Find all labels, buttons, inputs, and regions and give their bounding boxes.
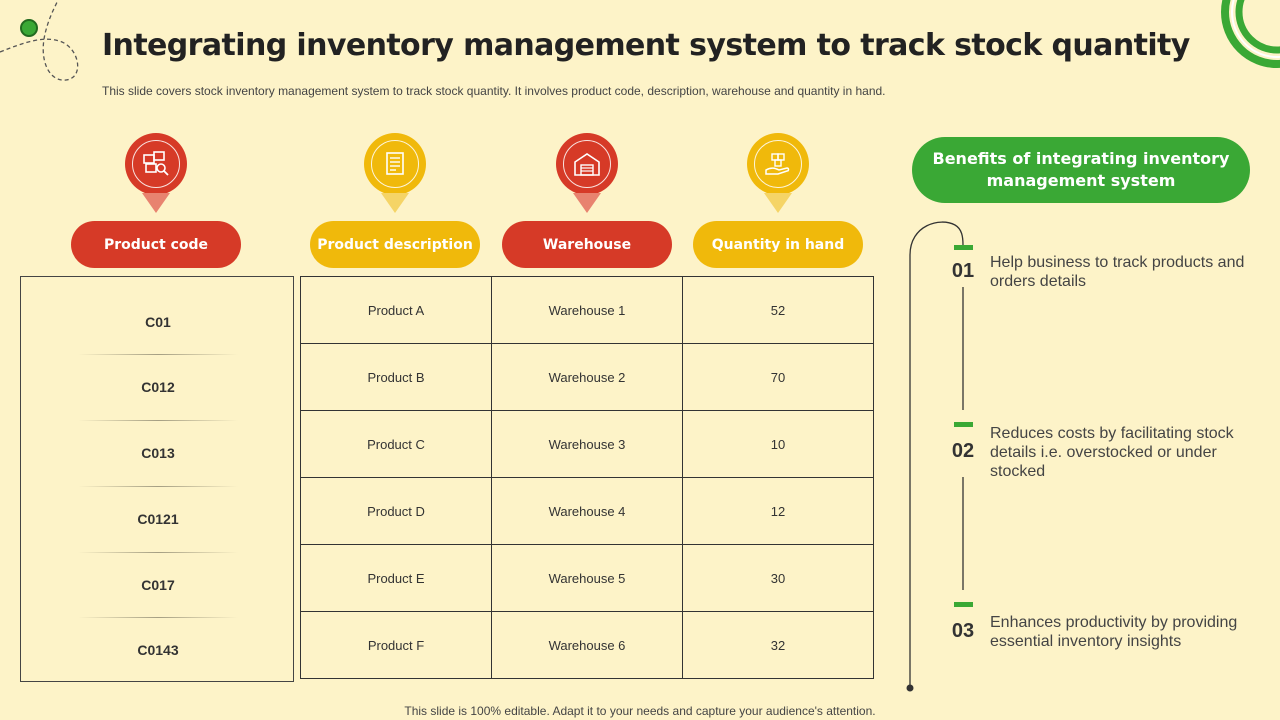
benefit-text: Help business to track products and orde… xyxy=(990,254,1245,290)
column-header-quantity: Quantity in hand xyxy=(693,221,863,268)
footer-note: This slide is 100% editable. Adapt it to… xyxy=(404,704,876,718)
cell-warehouse: Warehouse 1 xyxy=(491,276,683,344)
column-icon-product-description xyxy=(364,133,426,195)
cell-description: Product B xyxy=(300,343,492,411)
column-header-warehouse: Warehouse xyxy=(502,221,672,268)
cell-quantity: 12 xyxy=(682,477,874,545)
page-title: Integrating inventory management system … xyxy=(102,28,1190,63)
cell-description: Product C xyxy=(300,410,492,478)
cell-description: Product D xyxy=(300,477,492,545)
cell-description: Product F xyxy=(300,611,492,679)
hand-boxes-icon xyxy=(765,153,790,175)
warehouse-icon xyxy=(574,153,600,176)
pin-pointer xyxy=(573,193,601,213)
corner-decoration-ring xyxy=(1221,0,1280,68)
cell-quantity: 30 xyxy=(682,544,874,612)
boxes-search-icon xyxy=(143,151,169,176)
benefit-number: 02 xyxy=(951,440,975,462)
cell-warehouse: Warehouse 6 xyxy=(491,611,683,679)
table-row: Product D Warehouse 4 12 xyxy=(300,477,874,545)
cell-description: Product E xyxy=(300,544,492,612)
cell-warehouse: Warehouse 5 xyxy=(491,544,683,612)
product-code: C017 xyxy=(141,577,175,593)
cell-quantity: 32 xyxy=(682,611,874,679)
cell-warehouse: Warehouse 3 xyxy=(491,410,683,478)
column-icon-product-code xyxy=(125,133,187,195)
benefit-text: Enhances productivity by providing essen… xyxy=(990,614,1238,650)
divider xyxy=(78,552,238,553)
cell-warehouse: Warehouse 4 xyxy=(491,477,683,545)
table-row: Product E Warehouse 5 30 xyxy=(300,544,874,612)
pin-pointer xyxy=(381,193,409,213)
cell-quantity: 10 xyxy=(682,410,874,478)
benefit-marker xyxy=(954,602,973,607)
corner-decoration-dashed-loop xyxy=(0,0,79,81)
column-header-product-description: Product description xyxy=(310,221,480,268)
pin-pointer xyxy=(142,193,170,213)
cell-warehouse: Warehouse 2 xyxy=(491,343,683,411)
page-subtitle: This slide covers stock inventory manage… xyxy=(102,84,886,98)
product-code: C0143 xyxy=(137,642,179,658)
product-code: C012 xyxy=(141,379,175,395)
divider xyxy=(78,354,238,355)
pin-pointer xyxy=(764,193,792,213)
benefit-text: Reduces costs by facilitating stock deta… xyxy=(990,425,1234,480)
benefits-timeline xyxy=(906,221,964,692)
benefit-number: 03 xyxy=(951,620,975,642)
divider xyxy=(78,420,238,421)
table-row: Product A Warehouse 1 52 xyxy=(300,276,874,344)
benefit-number: 01 xyxy=(951,260,975,282)
divider xyxy=(78,486,238,487)
benefits-header: Benefits of integrating inventory manage… xyxy=(912,137,1250,203)
table-row: Product C Warehouse 3 10 xyxy=(300,410,874,478)
product-code: C013 xyxy=(141,445,175,461)
product-code: C01 xyxy=(145,314,171,330)
cell-quantity: 52 xyxy=(682,276,874,344)
benefit-marker xyxy=(954,422,973,427)
divider xyxy=(78,617,238,618)
cell-description: Product A xyxy=(300,276,492,344)
column-icon-warehouse xyxy=(556,133,618,195)
document-icon xyxy=(386,152,404,175)
table-row: Product B Warehouse 2 70 xyxy=(300,343,874,411)
product-code-list: C01 C012 C013 C0121 C017 C0143 xyxy=(20,276,294,682)
inventory-table: Product A Warehouse 1 52 Product B Wareh… xyxy=(300,276,874,679)
product-code: C0121 xyxy=(137,511,179,527)
column-header-product-code: Product code xyxy=(71,221,241,268)
column-icon-quantity xyxy=(747,133,809,195)
cell-quantity: 70 xyxy=(682,343,874,411)
table-row: Product F Warehouse 6 32 xyxy=(300,611,874,679)
benefit-marker xyxy=(954,245,973,250)
